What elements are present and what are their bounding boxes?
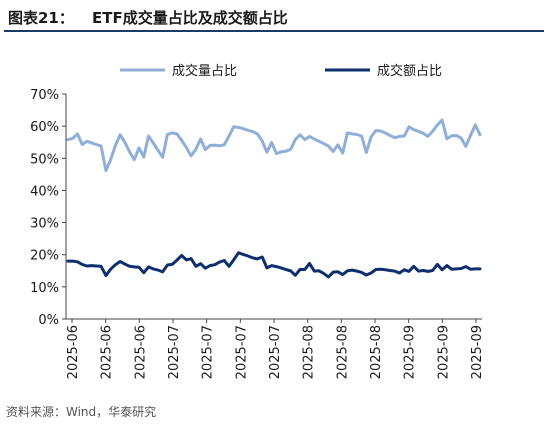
x-tick-label: 2025-07 [268, 325, 283, 379]
figure-title: ETF成交量占比及成交额占比 [92, 9, 288, 27]
x-tick-label: 2025-07 [167, 325, 182, 379]
x-tick-label: 2025-06 [66, 325, 81, 379]
x-tick-label: 2025-09 [470, 325, 485, 379]
legend-label-2: 成交额占比 [377, 63, 442, 79]
x-tick-label: 2025-09 [436, 325, 451, 379]
y-tick-label: 70% [30, 88, 59, 103]
x-tick-label: 2025-08 [369, 325, 384, 379]
y-tick-label: 50% [30, 152, 59, 167]
y-tick-label: 0% [38, 313, 59, 328]
series-line-2 [66, 251, 482, 279]
y-tick-label: 20% [30, 249, 59, 264]
y-tick-label: 40% [30, 184, 59, 199]
x-tick-label: 2025-08 [335, 325, 350, 379]
x-tick-label: 2025-07 [234, 325, 249, 379]
x-tick-label: 2025-09 [403, 325, 418, 379]
x-tick-label: 2025-06 [100, 325, 115, 379]
y-tick-label: 60% [30, 120, 59, 135]
series-line-1 [66, 118, 482, 172]
figure-label: 图表21： [8, 9, 74, 27]
title-rule [4, 30, 544, 32]
x-tick-label: 2025-08 [302, 325, 317, 379]
source-note: 资料来源：Wind，华泰研究 [6, 405, 157, 419]
y-tick-label: 30% [30, 217, 59, 232]
legend-label-1: 成交量占比 [172, 63, 237, 79]
figure-title-bar: 图表21： ETF成交量占比及成交额占比 [4, 3, 544, 32]
line-chart: 0% 10% 20% 30% 40% 50% 60% 70% 2025-06 2025-06 202… [30, 63, 485, 379]
x-tick-label: 2025-06 [133, 325, 148, 379]
x-tick-label: 2025-07 [201, 325, 216, 379]
y-tick-label: 10% [30, 281, 59, 296]
